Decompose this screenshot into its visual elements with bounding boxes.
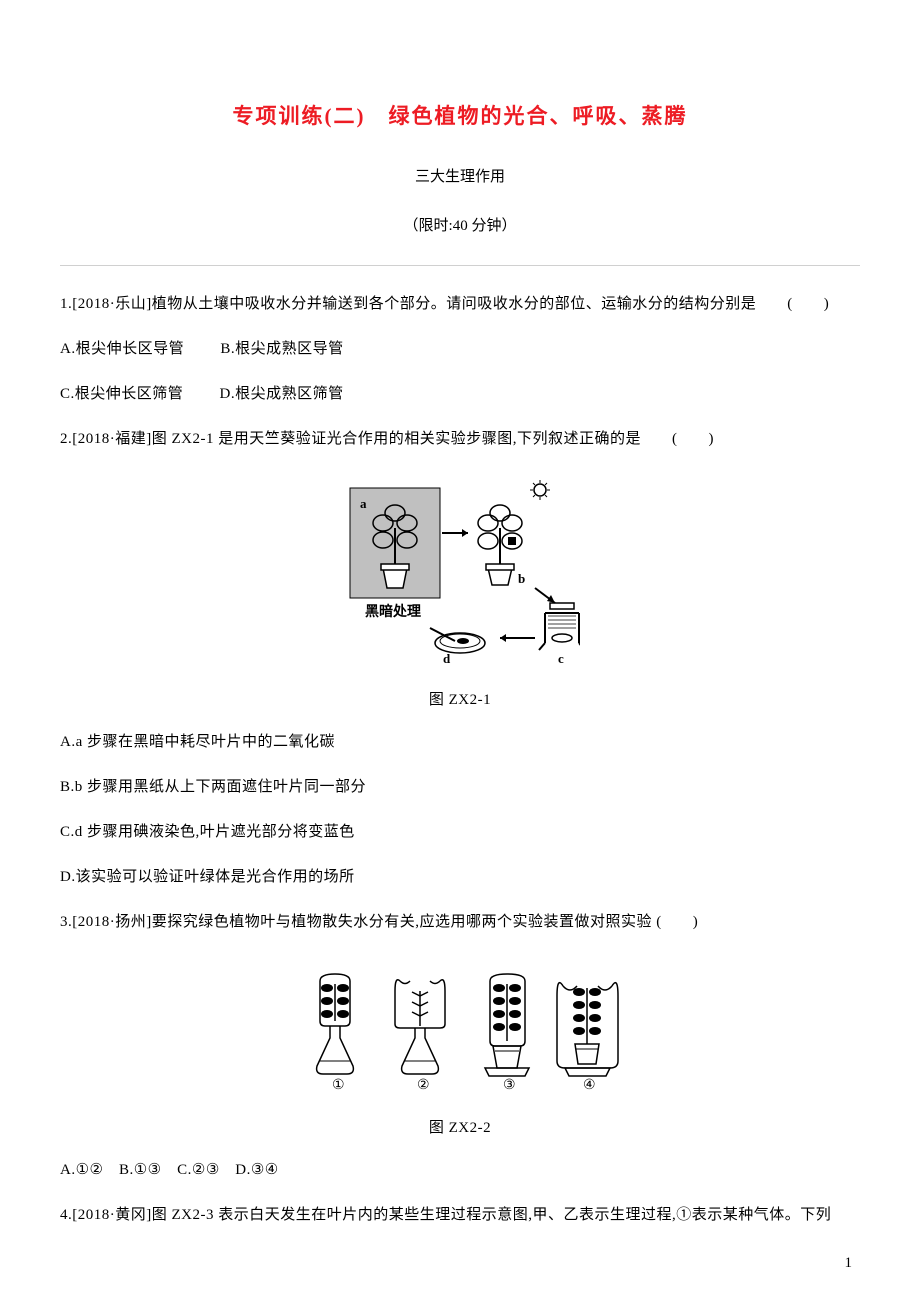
page-title: 专项训练(二) 绿色植物的光合、呼吸、蒸腾 <box>60 100 860 130</box>
q2-choice-d: D.该实验可以验证叶绿体是光合作用的场所 <box>60 864 860 891</box>
q2-choice-a: A.a 步骤在黑暗中耗尽叶片中的二氧化碳 <box>60 729 860 756</box>
setup-label-4: ④ <box>583 1078 596 1093</box>
q4-text: 4.[2018·黄冈]图 ZX2-3 表示白天发生在叶片内的某些生理过程示意图,… <box>60 1202 860 1229</box>
figure-zx2-2: ① ② <box>60 961 860 1137</box>
figure1-caption: 图 ZX2-1 <box>60 688 860 709</box>
page-number: 1 <box>845 1255 853 1272</box>
subtitle-time: （限时:40 分钟） <box>60 214 860 235</box>
question-2-choices: A.a 步骤在黑暗中耗尽叶片中的二氧化碳 B.b 步骤用黑纸从上下两面遮住叶片同… <box>60 729 860 891</box>
transpiration-setups-icon: ① ② <box>290 961 630 1096</box>
question-1: 1.[2018·乐山]植物从土壤中吸收水分并输送到各个部分。请问吸收水分的部位、… <box>60 291 860 408</box>
dark-label: 黑暗处理 <box>365 603 421 620</box>
experiment-diagram-icon: a 黑暗处理 <box>340 478 580 668</box>
q2-choice-b: B.b 步骤用黑纸从上下两面遮住叶片同一部分 <box>60 774 860 801</box>
label-a: a <box>360 496 367 511</box>
setup-label-2: ② <box>417 1078 430 1093</box>
q3-text: 3.[2018·扬州]要探究绿色植物叶与植物散失水分有关,应选用哪两个实验装置做… <box>60 909 860 936</box>
q1-choice-b: B.根尖成熟区导管 <box>220 336 343 363</box>
q2-text: 2.[2018·福建]图 ZX2-1 是用天竺葵验证光合作用的相关实验步骤图,下… <box>60 426 860 453</box>
label-d: d <box>443 651 451 666</box>
label-c: c <box>558 651 564 666</box>
subtitle-topic: 三大生理作用 <box>60 165 860 186</box>
label-b: b <box>518 571 525 586</box>
setup-label-1: ① <box>332 1078 345 1093</box>
q3-choices: A.①② B.①③ C.②③ D.③④ <box>60 1157 860 1184</box>
figure-zx2-1: a 黑暗处理 <box>60 478 860 709</box>
question-2: 2.[2018·福建]图 ZX2-1 是用天竺葵验证光合作用的相关实验步骤图,下… <box>60 426 860 453</box>
question-4: 4.[2018·黄冈]图 ZX2-3 表示白天发生在叶片内的某些生理过程示意图,… <box>60 1202 860 1229</box>
q1-text: 1.[2018·乐山]植物从土壤中吸收水分并输送到各个部分。请问吸收水分的部位、… <box>60 291 860 318</box>
question-3-choices: A.①② B.①③ C.②③ D.③④ <box>60 1157 860 1184</box>
figure2-caption: 图 ZX2-2 <box>60 1116 860 1137</box>
q1-choice-d: D.根尖成熟区筛管 <box>220 381 344 408</box>
divider <box>60 265 860 266</box>
setup-label-3: ③ <box>503 1078 516 1093</box>
question-3: 3.[2018·扬州]要探究绿色植物叶与植物散失水分有关,应选用哪两个实验装置做… <box>60 909 860 936</box>
q1-choice-c: C.根尖伸长区筛管 <box>60 381 183 408</box>
q2-choice-c: C.d 步骤用碘液染色,叶片遮光部分将变蓝色 <box>60 819 860 846</box>
q1-choice-a: A.根尖伸长区导管 <box>60 336 184 363</box>
